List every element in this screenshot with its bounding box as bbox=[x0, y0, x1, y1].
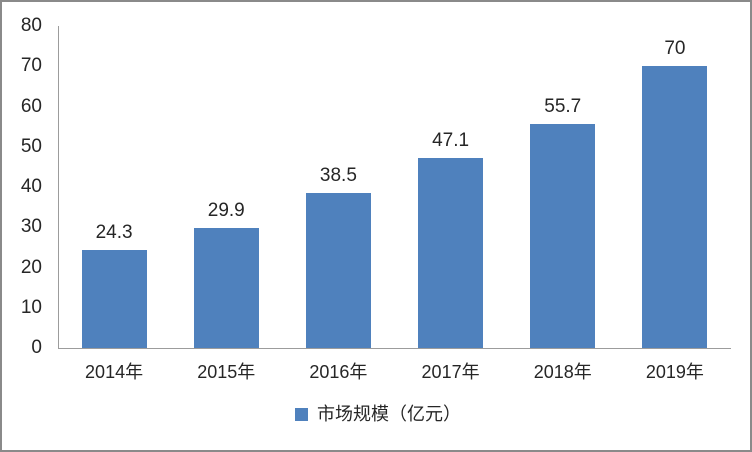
y-tick-label: 0 bbox=[31, 337, 42, 358]
y-tick-label: 20 bbox=[20, 256, 42, 278]
x-tick-label: 2016年 bbox=[309, 362, 368, 382]
y-tick-label: 80 bbox=[20, 15, 42, 36]
y-tick-label: 30 bbox=[20, 216, 42, 238]
legend-marker-square-icon bbox=[295, 407, 308, 421]
bar-value-label: 47.1 bbox=[432, 130, 470, 152]
legend-label: 市场规模（亿元） bbox=[317, 404, 461, 424]
bar-value-label: 70 bbox=[664, 38, 686, 60]
x-tick-label: 2018年 bbox=[533, 362, 592, 382]
bar bbox=[642, 66, 708, 348]
y-tick-label: 50 bbox=[20, 135, 42, 157]
y-tick-label: 10 bbox=[20, 296, 42, 318]
x-tick-label: 2019年 bbox=[645, 362, 704, 382]
x-tick-label: 2017年 bbox=[421, 362, 480, 382]
bar bbox=[530, 123, 596, 348]
y-tick-label: 40 bbox=[20, 176, 42, 197]
y-tick-label: 60 bbox=[20, 95, 42, 117]
bar bbox=[418, 158, 484, 348]
x-tick-label: 2015年 bbox=[197, 362, 256, 382]
bar-value-label: 29.9 bbox=[207, 199, 245, 221]
x-axis-line bbox=[58, 348, 731, 349]
bar bbox=[193, 227, 259, 348]
y-axis-line bbox=[58, 26, 59, 348]
bar-value-label: 24.3 bbox=[95, 222, 133, 244]
bar-value-label: 55.7 bbox=[544, 95, 582, 117]
bar-value-label: 38.5 bbox=[319, 165, 357, 187]
y-tick-label: 70 bbox=[20, 55, 42, 77]
bar bbox=[305, 193, 371, 348]
bar bbox=[81, 250, 147, 348]
x-tick-label: 2014年 bbox=[85, 362, 144, 382]
legend: 市场规模（亿元） bbox=[2, 403, 750, 425]
